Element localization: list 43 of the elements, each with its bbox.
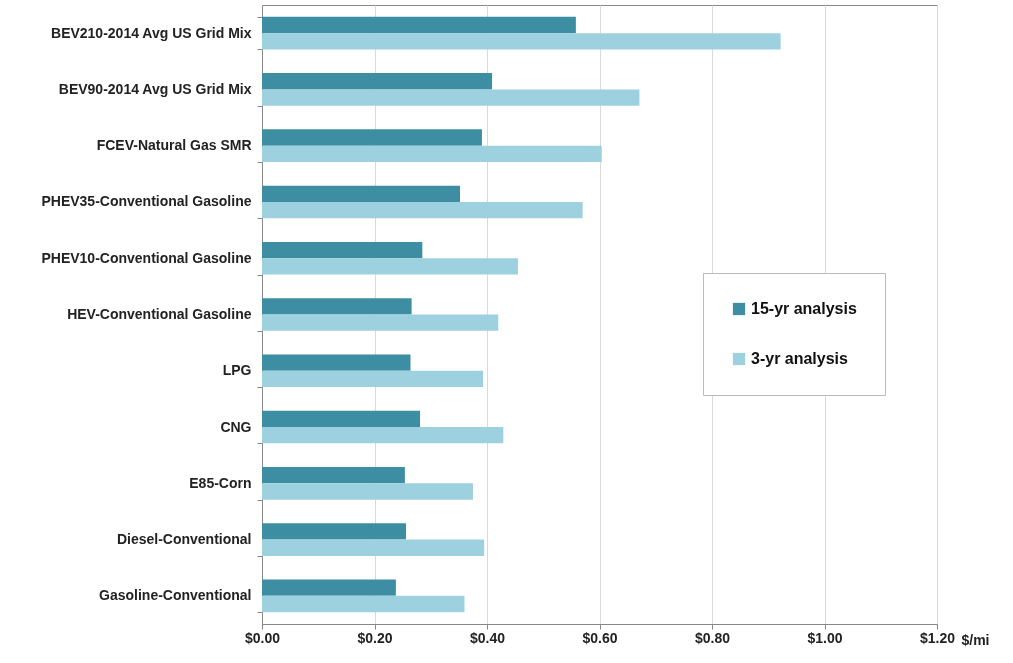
bar [262, 595, 465, 613]
bar [262, 370, 484, 388]
bar [262, 258, 518, 275]
bar [262, 73, 493, 90]
x-tick-label: $0.20 [357, 629, 393, 646]
y-tick-label: LPG [222, 362, 252, 379]
x-tick-label: $0.80 [694, 629, 731, 646]
y-tick-label: Diesel-Conventional [116, 531, 252, 548]
bar [262, 427, 504, 444]
x-tick-label: $0.00 [244, 629, 281, 646]
x-tick-label: $0.40 [469, 629, 506, 646]
x-axis-title: $/mi [961, 631, 990, 648]
bar [262, 33, 781, 50]
y-tick-label: BEV210-2014 Avg US Grid Mix [51, 24, 252, 41]
bar [262, 89, 640, 106]
bar [262, 241, 423, 259]
legend-label: 3-yr analysis [751, 350, 849, 367]
x-tick-label: $1.20 [919, 629, 956, 646]
bar [262, 145, 602, 162]
bar [262, 16, 576, 34]
y-tick-label: PHEV10-Conventional Gasoline [41, 249, 252, 266]
x-tick-label: $0.60 [582, 629, 618, 646]
bar [262, 410, 421, 428]
bar [262, 185, 460, 202]
bar [262, 467, 405, 484]
bar [262, 523, 406, 540]
y-tick-label: Gasoline-Conventional [99, 587, 252, 604]
y-tick-label: FCEV-Natural Gas SMR [96, 137, 252, 154]
bar [262, 129, 482, 146]
bar [262, 579, 396, 596]
y-tick-label: CNG [220, 418, 252, 435]
bar [262, 483, 473, 500]
bar [262, 314, 499, 331]
bar [262, 298, 412, 315]
bar [262, 539, 485, 556]
y-tick-label: HEV-Conventional Gasoline [67, 306, 252, 322]
bar [262, 201, 583, 219]
legend-label: 15-yr analysis [751, 300, 857, 317]
y-tick-label: E85-Corn [189, 474, 252, 491]
y-tick-label: PHEV35-Conventional Gasoline [41, 193, 252, 210]
x-tick-label: $1.00 [807, 629, 843, 646]
y-tick-label: BEV90-2014 Avg US Grid Mix [58, 80, 252, 97]
bar [262, 354, 411, 371]
